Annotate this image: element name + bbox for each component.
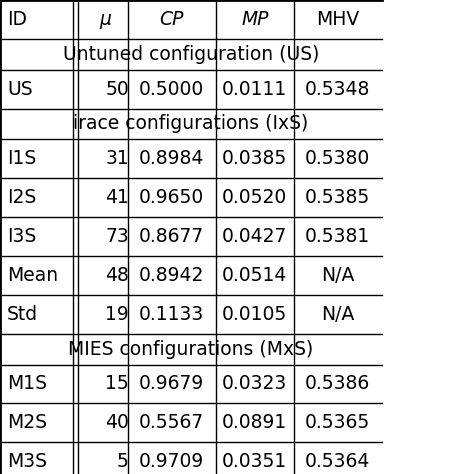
Text: N/A: N/A xyxy=(321,305,355,324)
Text: 0.9650: 0.9650 xyxy=(139,188,204,207)
Text: 0.5364: 0.5364 xyxy=(305,452,370,471)
Text: 0.8942: 0.8942 xyxy=(139,266,204,285)
Text: 40: 40 xyxy=(105,413,129,432)
Text: 0.0514: 0.0514 xyxy=(222,266,287,285)
Text: 0.5380: 0.5380 xyxy=(305,149,370,168)
Text: 0.0105: 0.0105 xyxy=(222,305,287,324)
Text: 0.5365: 0.5365 xyxy=(305,413,370,432)
Text: 0.0427: 0.0427 xyxy=(222,227,287,246)
Text: 0.1133: 0.1133 xyxy=(139,305,204,324)
Text: 0.0351: 0.0351 xyxy=(222,452,287,471)
Text: 0.8984: 0.8984 xyxy=(139,149,204,168)
Text: 15: 15 xyxy=(105,374,129,393)
Text: 0.9709: 0.9709 xyxy=(139,452,204,471)
Text: 0.0323: 0.0323 xyxy=(222,374,287,393)
Text: MIES configurations (MxS): MIES configurations (MxS) xyxy=(68,339,313,359)
Text: 0.9679: 0.9679 xyxy=(139,374,204,393)
Text: 73: 73 xyxy=(105,227,129,246)
Text: 0.0385: 0.0385 xyxy=(222,149,287,168)
Text: 31: 31 xyxy=(105,149,129,168)
Text: M3S: M3S xyxy=(7,452,47,471)
Text: 0.5567: 0.5567 xyxy=(139,413,204,432)
Text: Std: Std xyxy=(7,305,38,324)
Text: I1S: I1S xyxy=(7,149,36,168)
Text: Mean: Mean xyxy=(7,266,58,285)
Text: MP: MP xyxy=(241,10,268,29)
Text: 50: 50 xyxy=(105,80,129,99)
Text: 5: 5 xyxy=(117,452,129,471)
Text: 0.0520: 0.0520 xyxy=(222,188,287,207)
Text: 41: 41 xyxy=(105,188,129,207)
Text: 48: 48 xyxy=(105,266,129,285)
Text: N/A: N/A xyxy=(321,266,355,285)
Text: 0.0891: 0.0891 xyxy=(222,413,287,432)
Text: 0.5385: 0.5385 xyxy=(305,188,370,207)
Text: 0.0111: 0.0111 xyxy=(222,80,287,99)
Text: M2S: M2S xyxy=(7,413,47,432)
Text: US: US xyxy=(7,80,33,99)
Text: 0.5348: 0.5348 xyxy=(305,80,370,99)
Text: 19: 19 xyxy=(105,305,129,324)
Text: Untuned configuration (US): Untuned configuration (US) xyxy=(63,45,319,64)
Text: M1S: M1S xyxy=(7,374,47,393)
Text: 0.5386: 0.5386 xyxy=(305,374,370,393)
Text: CP: CP xyxy=(160,10,184,29)
Text: irace configurations (IxS): irace configurations (IxS) xyxy=(73,114,309,134)
Text: μ: μ xyxy=(100,10,111,29)
Text: MHV: MHV xyxy=(316,10,359,29)
Text: I3S: I3S xyxy=(7,227,36,246)
Text: ID: ID xyxy=(7,10,27,29)
Text: 0.5000: 0.5000 xyxy=(139,80,204,99)
Text: 0.5381: 0.5381 xyxy=(305,227,370,246)
Text: I2S: I2S xyxy=(7,188,36,207)
Text: 0.8677: 0.8677 xyxy=(139,227,204,246)
